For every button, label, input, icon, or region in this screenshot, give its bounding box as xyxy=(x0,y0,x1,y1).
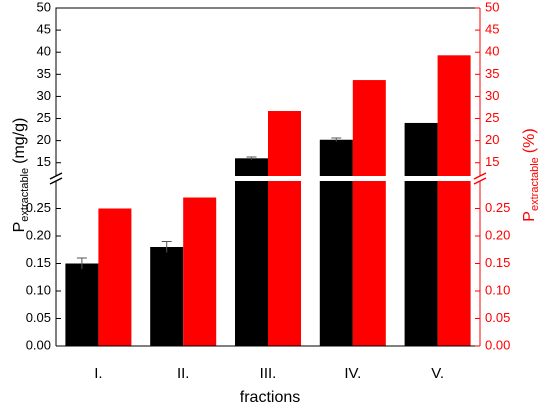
y-tick-label: 50 xyxy=(37,0,51,14)
y2-title-unit: (%) xyxy=(521,128,538,153)
x-axis-title: fractions xyxy=(240,389,300,406)
y-title-unit: (mg/g) xyxy=(11,118,28,164)
bar xyxy=(183,197,217,346)
axis-break-gap xyxy=(472,176,488,181)
y-axis-title: Pextractable (mg/g) xyxy=(11,118,31,233)
axis-break-gap xyxy=(48,176,64,181)
y-tick-label: 15 xyxy=(37,154,51,169)
error-bar xyxy=(161,241,172,253)
y2-tick-label: 0.25 xyxy=(485,200,510,215)
y2-tick-label: 0.00 xyxy=(485,337,510,352)
axis-break-gap xyxy=(57,176,479,181)
y2-tick-label: 15 xyxy=(485,154,499,169)
y2-tick-label: 45 xyxy=(485,22,499,37)
y-tick-label: 0.10 xyxy=(26,282,51,297)
x-tick-label: V. xyxy=(431,365,444,382)
y-title-main: P xyxy=(11,222,28,233)
axis-break-mark xyxy=(473,172,487,185)
y-tick-label: 0.25 xyxy=(26,200,51,215)
y2-tick-label: 40 xyxy=(485,44,499,59)
bar xyxy=(437,55,471,346)
y2-tick-label: 25 xyxy=(485,110,499,125)
bar xyxy=(352,80,386,346)
error-bar xyxy=(331,137,342,142)
bar xyxy=(319,139,353,346)
error-bar xyxy=(76,257,87,269)
y-tick-label: 30 xyxy=(37,88,51,103)
y2-tick-label: 50 xyxy=(485,0,499,14)
bar xyxy=(404,122,438,347)
x-tick-label: II. xyxy=(177,365,190,382)
y2-tick-label: 20 xyxy=(485,132,499,147)
y-tick-label: 0.20 xyxy=(26,227,51,242)
y2-tick-label: 0.15 xyxy=(485,255,510,270)
bar xyxy=(98,208,132,346)
y-tick-label: 0.05 xyxy=(26,310,51,325)
y2-tick-label: 0.20 xyxy=(485,227,510,242)
x-tick-label: III. xyxy=(260,365,277,382)
y2-axis-title: Pextractable (%) xyxy=(521,128,541,221)
bar xyxy=(150,247,184,346)
bar xyxy=(268,111,301,346)
y2-title-main: P xyxy=(521,211,538,222)
x-tick-label: IV. xyxy=(344,365,361,382)
y-tick-label: 45 xyxy=(37,22,51,37)
y-title-sub: extractable xyxy=(19,168,31,222)
y2-tick-label: 35 xyxy=(485,66,499,81)
bar xyxy=(65,263,99,346)
axis-break-mark xyxy=(49,172,63,185)
y-tick-label: 40 xyxy=(37,44,51,59)
y2-tick-label: 30 xyxy=(485,88,499,103)
bar xyxy=(235,158,268,346)
y-tick-label: 0.00 xyxy=(26,337,51,352)
y2-tick-label: 0.05 xyxy=(485,310,510,325)
error-bar xyxy=(246,156,257,160)
y-tick-label: 25 xyxy=(37,110,51,125)
y-tick-label: 0.15 xyxy=(26,255,51,270)
x-tick-label: I. xyxy=(94,365,102,382)
y-tick-label: 20 xyxy=(37,132,51,147)
y2-tick-label: 0.10 xyxy=(485,282,510,297)
y2-title-sub: extractable xyxy=(529,157,541,211)
y-tick-label: 35 xyxy=(37,66,51,81)
